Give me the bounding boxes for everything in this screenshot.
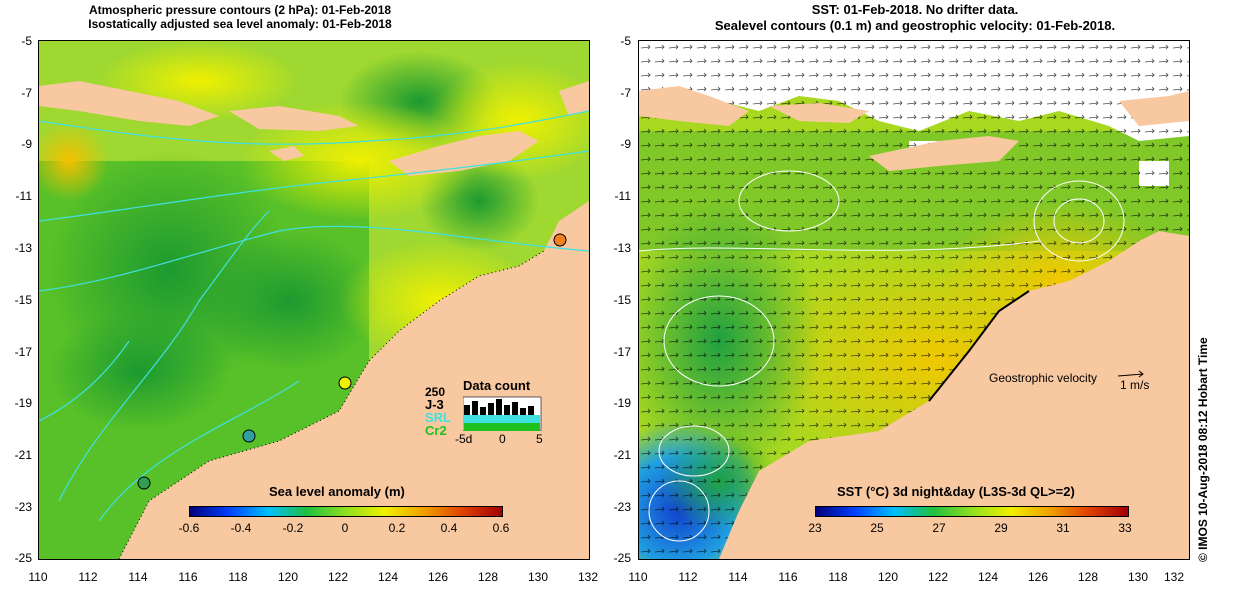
velocity-arrow xyxy=(1117,370,1144,378)
sla-tick-2: -0.2 xyxy=(282,521,304,535)
sst-tick-4: 31 xyxy=(1056,521,1070,535)
left-ylabel-10: -25 xyxy=(14,551,32,565)
right-title-line2: Sealevel contours (0.1 m) and geostrophi… xyxy=(714,18,1116,33)
left-xlabel-8: 126 xyxy=(427,570,449,584)
right-xlabel-9: 128 xyxy=(1077,570,1099,584)
sst-tick-2: 27 xyxy=(932,521,946,535)
right-xlabel-7: 124 xyxy=(977,570,999,584)
data-count-max: 250 xyxy=(425,385,446,399)
right-xlabel-6: 122 xyxy=(927,570,949,584)
series-cr2: Cr2 xyxy=(425,423,447,438)
left-xlabel-0: 110 xyxy=(28,570,48,584)
right-xlabel-3: 116 xyxy=(778,570,798,584)
sla-tick-5: 0.4 xyxy=(440,521,458,535)
left-xlabel-9: 128 xyxy=(477,570,499,584)
histogram-tick-start: -5d xyxy=(455,432,473,446)
left-title-line1: Atmospheric pressure contours (2 hPa): 0… xyxy=(88,3,392,17)
sst-map-panel[interactable]: Geostrophic velocity 1 m/s SST (°C) 3d n… xyxy=(638,40,1190,560)
right-ylabel-8: -21 xyxy=(613,448,631,462)
right-xlabel-11: 132 xyxy=(1163,570,1185,584)
right-ylabel-5: -15 xyxy=(613,293,631,307)
left-xlabel-6: 122 xyxy=(327,570,349,584)
right-ylabel-3: -11 xyxy=(614,189,631,203)
sst-colorbar-title: SST (°C) 3d night&day (L3S-3d QL>=2) xyxy=(837,484,1075,499)
left-xlabel-4: 118 xyxy=(228,570,248,584)
left-ylabel-0: -5 xyxy=(21,34,32,48)
right-ylabel-4: -13 xyxy=(613,241,631,255)
left-xlabel-1: 112 xyxy=(78,570,98,584)
left-ylabel-4: -13 xyxy=(14,241,32,255)
sst-tick-5: 33 xyxy=(1118,521,1132,535)
sla-map xyxy=(39,41,589,559)
series-srl: SRL xyxy=(425,410,451,425)
left-xlabel-3: 116 xyxy=(178,570,198,584)
sla-tick-6: 0.6 xyxy=(492,521,510,535)
left-ylabel-6: -17 xyxy=(14,345,32,359)
sla-colorbar xyxy=(189,506,503,517)
right-xlabel-1: 112 xyxy=(678,570,698,584)
sst-colorbar xyxy=(815,506,1129,517)
right-ylabel-2: -9 xyxy=(620,137,631,151)
data-count-histogram xyxy=(463,396,542,431)
left-xlabel-5: 120 xyxy=(277,570,299,584)
left-xlabel-10: 130 xyxy=(527,570,549,584)
imos-credit: © IMOS 10-Aug-2018 08:12 Hobart Time xyxy=(1196,337,1210,562)
right-ylabel-10: -25 xyxy=(613,551,631,565)
right-xlabel-8: 126 xyxy=(1027,570,1049,584)
right-ylabel-6: -17 xyxy=(613,345,631,359)
sla-tick-0: -0.6 xyxy=(178,521,200,535)
left-ylabel-8: -21 xyxy=(14,448,32,462)
sla-tick-4: 0.2 xyxy=(388,521,406,535)
left-ylabel-5: -15 xyxy=(14,293,32,307)
left-ylabel-7: -19 xyxy=(14,396,32,410)
left-ylabel-2: -9 xyxy=(21,137,32,151)
sst-tick-3: 29 xyxy=(994,521,1008,535)
histogram-tick-zero: 0 xyxy=(499,432,506,446)
right-ylabel-1: -7 xyxy=(620,86,631,100)
sla-map-panel[interactable]: 250 Data count J-3 SRL Cr2 -5d 0 5 Sea l… xyxy=(38,40,590,560)
right-xlabel-10: 130 xyxy=(1127,570,1149,584)
data-count-title: Data count xyxy=(463,378,531,393)
velocity-label: Geostrophic velocity xyxy=(989,371,1098,385)
right-xlabel-0: 110 xyxy=(628,570,648,584)
left-title-line2: Isostatically adjusted sea level anomaly… xyxy=(88,17,392,31)
right-xlabel-4: 118 xyxy=(828,570,848,584)
left-ylabel-9: -23 xyxy=(14,500,32,514)
velocity-scale: 1 m/s xyxy=(1120,378,1150,392)
sla-colorbar-title: Sea level anomaly (m) xyxy=(269,484,405,499)
series-j3: J-3 xyxy=(425,397,444,412)
histogram-tick-end: 5 xyxy=(536,432,543,446)
right-ylabel-0: -5 xyxy=(620,34,631,48)
left-ylabel-3: -11 xyxy=(15,189,32,203)
sst-tick-0: 23 xyxy=(808,521,822,535)
right-xlabel-2: 114 xyxy=(728,570,748,584)
right-ylabel-7: -19 xyxy=(613,396,631,410)
left-xlabel-7: 124 xyxy=(377,570,399,584)
right-xlabel-5: 120 xyxy=(877,570,899,584)
right-ylabel-9: -23 xyxy=(613,500,631,514)
left-xlabel-2: 114 xyxy=(128,570,148,584)
sst-map xyxy=(639,41,1189,559)
sla-tick-1: -0.4 xyxy=(230,521,252,535)
left-xlabel-11: 132 xyxy=(577,570,599,584)
sst-tick-1: 25 xyxy=(870,521,884,535)
right-title-line1: SST: 01-Feb-2018. No drifter data. xyxy=(811,2,1019,17)
sla-tick-3: 0 xyxy=(341,521,349,535)
left-ylabel-1: -7 xyxy=(21,86,32,100)
